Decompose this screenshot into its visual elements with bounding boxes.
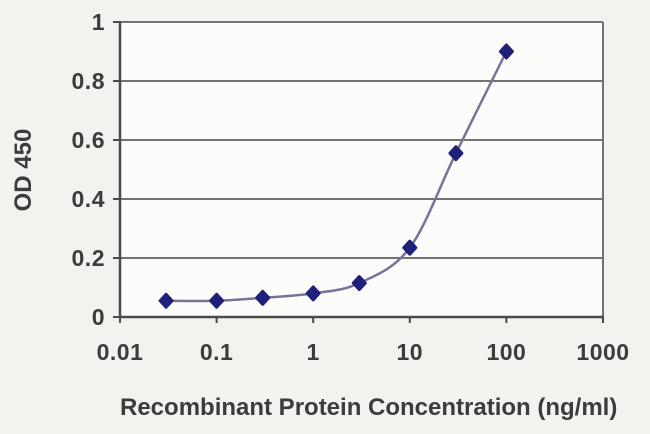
data-point-marker (209, 292, 225, 309)
y-tick-label: 0.2 (71, 245, 105, 271)
x-tick-label: 100 (486, 339, 527, 365)
x-tick-label: 1000 (576, 339, 630, 365)
data-point-marker (255, 289, 271, 306)
y-tick-label: 0.4 (71, 186, 105, 212)
data-point-marker (402, 239, 418, 256)
x-tick-label: 1 (306, 339, 320, 365)
x-tick-label: 0.01 (96, 339, 144, 365)
x-tick-label: 0.1 (199, 339, 234, 365)
data-point-marker (158, 292, 174, 309)
plot-background (120, 22, 603, 317)
y-tick-label: 0.6 (71, 127, 105, 153)
data-point-marker (448, 145, 464, 162)
y-axis-title: OD 450 (10, 128, 37, 212)
data-point-marker (351, 275, 367, 292)
y-tick-label: 0.8 (71, 68, 105, 94)
data-point-marker (498, 43, 514, 60)
data-point-marker (305, 285, 321, 302)
y-tick-label: 1 (91, 9, 105, 35)
x-axis-title: Recombinant Protein Concentration (ng/ml… (120, 394, 618, 421)
y-tick-label: 0 (91, 304, 105, 330)
x-tick-label: 10 (396, 339, 424, 365)
